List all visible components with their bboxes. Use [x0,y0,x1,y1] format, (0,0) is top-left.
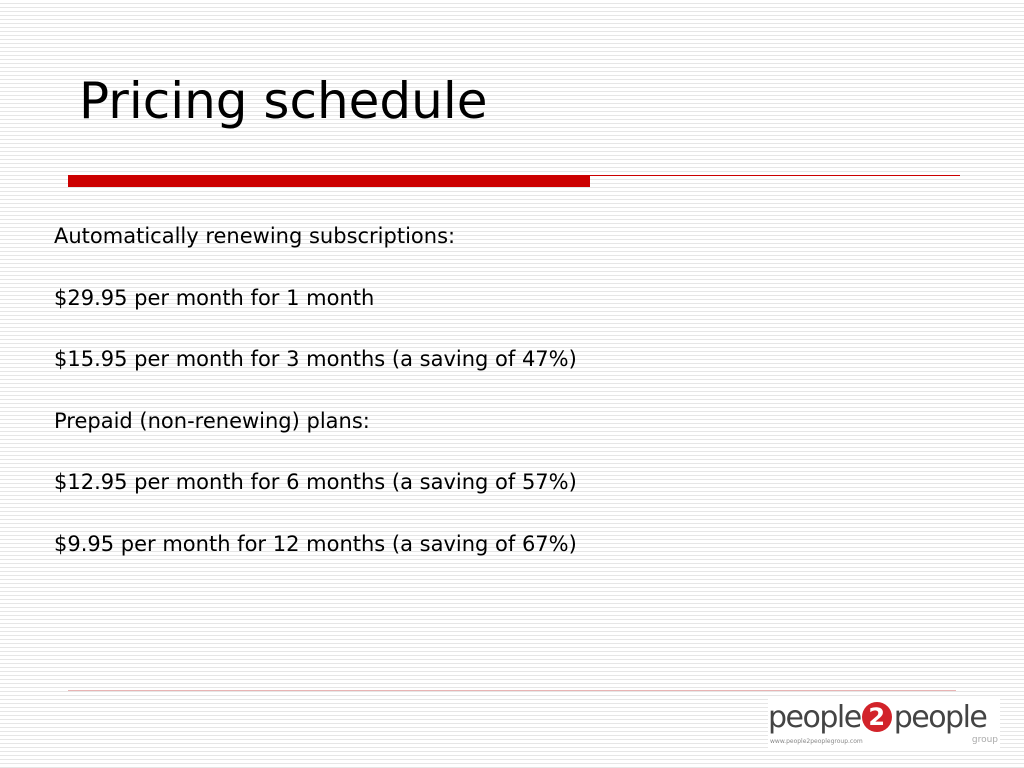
logo-word-right: people [893,700,988,735]
logo-group-label: group [971,735,998,745]
slide-body: Automatically renewing subscriptions: $2… [54,219,974,588]
title-underline-accent [68,175,590,187]
slide-title: Pricing schedule [79,72,488,130]
price-line-3-months: $15.95 per month for 3 months (a saving … [54,347,577,371]
title-underline-thin [590,175,960,176]
logo-word-left: people [768,700,862,735]
price-line-1-month: $29.95 per month for 1 month [54,285,375,310]
company-logo: people 2 people www.people2peoplegroup.com… [768,698,1000,748]
logo-wordmark: people 2 people [768,698,988,738]
section-heading-prepaid: Prepaid (non-renewing) plans: [54,408,370,433]
footer-divider [68,690,956,691]
price-line-12-months: $9.95 per month for 12 months (a saving … [54,531,577,556]
price-line-6-months: $12.95 per month for 6 months (a saving … [54,470,577,494]
logo-url: www.people2peoplegroup.com [770,738,863,745]
logo-badge-icon: 2 [861,702,892,732]
section-heading-renewing: Automatically renewing subscriptions: [54,224,456,248]
